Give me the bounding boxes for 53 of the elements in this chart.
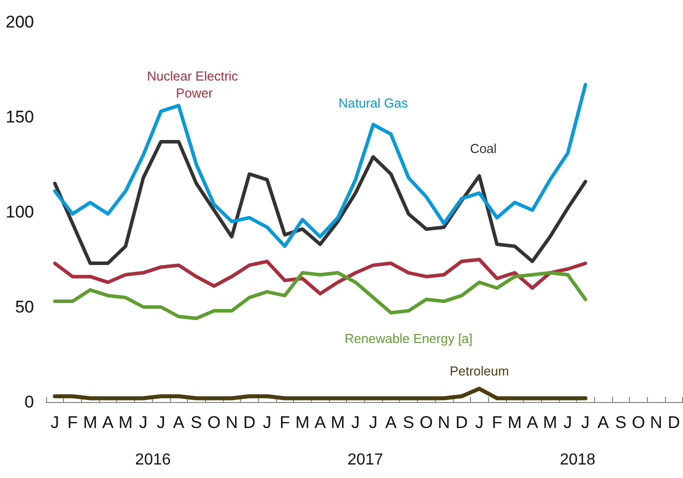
x-tick-label: M xyxy=(295,413,310,432)
x-tick-label: O xyxy=(207,413,221,432)
x-tick-label: N xyxy=(438,413,450,432)
text: 2018 xyxy=(560,452,596,468)
x-tick-label: J xyxy=(139,413,148,432)
text: Renewable Energy [a] xyxy=(344,330,473,346)
line-series xyxy=(53,258,588,296)
x-tick-label: J xyxy=(368,413,378,432)
x-tick-label: D xyxy=(455,413,468,432)
x-tick-label: M xyxy=(83,413,98,432)
y-tick-label: 100 xyxy=(6,202,34,222)
x-tick-label: J xyxy=(156,413,166,432)
x-tick-label: A xyxy=(597,413,610,432)
series-label: Coal xyxy=(470,140,497,156)
y-tick-label: 0 xyxy=(24,392,34,412)
line-series xyxy=(53,140,588,266)
text: 2016 xyxy=(135,452,171,468)
x-tick-label: S xyxy=(615,413,626,432)
x-tick-label: A xyxy=(172,413,185,432)
x-tick-label: F xyxy=(280,413,290,432)
x-tick-label: N xyxy=(650,413,662,432)
x-tick-label: J xyxy=(262,413,272,432)
x-tick-label: D xyxy=(668,413,680,432)
series-label: Natural Gas xyxy=(338,96,408,111)
x-tick-label: O xyxy=(632,413,646,432)
x-tick-label: A xyxy=(102,413,114,432)
line-series xyxy=(53,82,588,248)
y-tick-label: 150 xyxy=(6,108,34,126)
x-tick-label: J xyxy=(351,413,360,432)
text: 2017 xyxy=(348,452,384,468)
x-tick-label: A xyxy=(314,413,326,432)
text: Nuclear Electric Power xyxy=(147,68,242,101)
x-tick-label: M xyxy=(118,413,133,432)
x-tick-label: D xyxy=(243,413,256,432)
x-tick-label: J xyxy=(50,413,60,432)
series-label: Petroleum xyxy=(450,364,509,379)
y-tick-label: 50 xyxy=(15,298,34,316)
y-tick-label: 200 xyxy=(6,12,34,32)
x-tick-label: F xyxy=(492,413,502,432)
x-tick-label: J xyxy=(475,413,484,432)
x-tick-label: M xyxy=(542,413,558,432)
x-tick-label: M xyxy=(330,413,345,432)
line-series xyxy=(53,271,588,320)
x-tick-label: S xyxy=(190,413,202,432)
x-tick-label: J xyxy=(563,413,572,432)
x-tick-label: J xyxy=(581,413,590,432)
x-tick-label: A xyxy=(526,413,539,432)
x-tick-label: F xyxy=(67,413,78,432)
x-tick-label: O xyxy=(420,413,433,432)
x-tick-label: M xyxy=(508,413,522,432)
x-tick-label: A xyxy=(385,413,398,432)
x-tick-label: S xyxy=(402,413,414,432)
x-tick-label: N xyxy=(226,413,238,432)
